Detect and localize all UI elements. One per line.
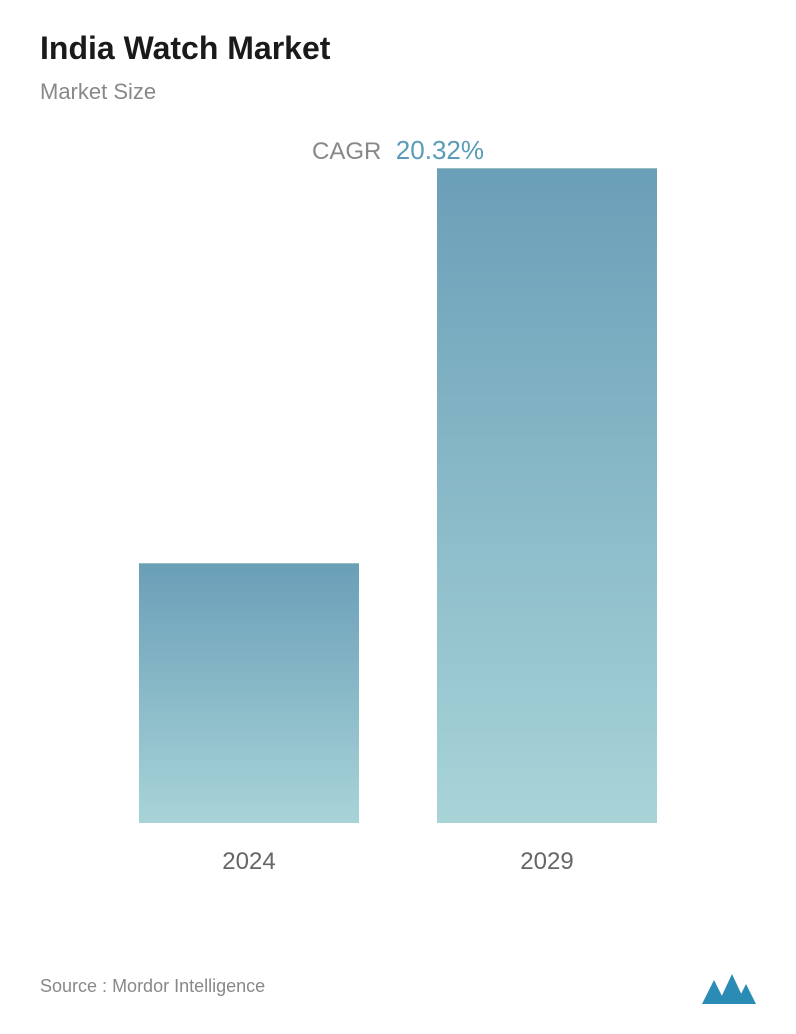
footer: Source : Mordor Intelligence: [40, 968, 756, 1004]
source-label: Source :: [40, 976, 107, 996]
chart-area: 2024 2029: [40, 186, 756, 876]
source-text: Source : Mordor Intelligence: [40, 976, 265, 997]
cagr-label: CAGR: [312, 138, 381, 165]
chart-title: India Watch Market: [40, 30, 756, 67]
source-name: Mordor Intelligence: [112, 976, 265, 996]
bar-group-0: 2024: [139, 563, 359, 876]
bar-label-0: 2024: [222, 848, 275, 876]
chart-subtitle: Market Size: [40, 79, 756, 105]
cagr-value: 20.32%: [396, 135, 484, 165]
brand-logo-icon: [702, 968, 756, 1004]
cagr-container: CAGR 20.32%: [40, 135, 756, 166]
bar-0: [139, 563, 359, 823]
bar-label-1: 2029: [520, 848, 573, 876]
bar-1: [437, 168, 657, 823]
bar-group-1: 2029: [437, 168, 657, 876]
